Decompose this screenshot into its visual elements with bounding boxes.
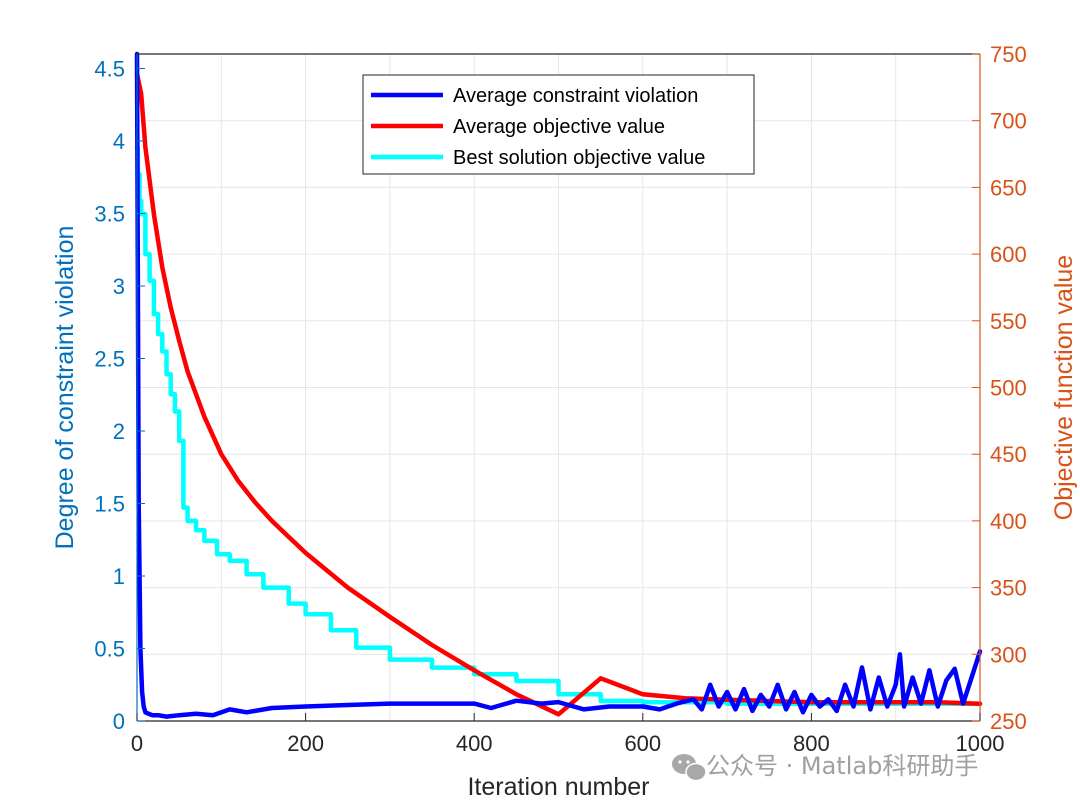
y-left-axis-title: Degree of constraint violation: [51, 226, 79, 550]
x-tick-label: 800: [793, 731, 830, 756]
y-right-tick-label: 400: [990, 509, 1027, 534]
x-tick-label: 600: [624, 731, 661, 756]
legend: Average constraint violation Average obje…: [362, 74, 755, 175]
y-right-tick-label: 350: [990, 576, 1027, 601]
x-tick-label: 400: [456, 731, 493, 756]
legend-label: Best solution objective value: [453, 147, 705, 169]
y-left-tick-label: 0: [113, 709, 125, 734]
watermark-text: 公众号 · Matlab科研助手: [706, 752, 978, 780]
y-right-tick-label: 550: [990, 309, 1027, 334]
y-left-tick-label: 0.5: [94, 637, 125, 662]
y-left-tick-label: 3: [113, 274, 125, 299]
x-axis-title: Iteration number: [467, 773, 649, 801]
x-tick-label: 1000: [956, 731, 1005, 756]
y-right-tick-label: 500: [990, 376, 1027, 401]
y-left-tick-label: 2: [113, 419, 125, 444]
series-avg-constraint-violation: [134, 51, 983, 719]
y-right-tick-label: 250: [990, 709, 1027, 734]
series-best-objective: [134, 145, 983, 706]
watermark: 公众号 · Matlab科研助手: [672, 752, 978, 782]
x-tick-label: 200: [287, 731, 324, 756]
y-right-axis-title: Objective function value: [1050, 255, 1078, 520]
axes-layer: 0 200 400 600 800 1000 0 0.5 1 1.5 2 2.5 3 3.5 4 4.5 250…: [51, 42, 1078, 801]
legend-label: Average objective value: [453, 116, 665, 138]
series-layer: [134, 51, 983, 719]
y-right-tick-label: 700: [990, 109, 1027, 134]
y-right-tick-label: 600: [990, 242, 1027, 267]
y-right-tick-label: 450: [990, 442, 1027, 467]
y-left-tick-label: 3.5: [94, 202, 125, 227]
legend-label: Average constraint violation: [453, 85, 698, 107]
y-left-tick-label: 1.5: [94, 492, 125, 517]
y-right-tick-label: 300: [990, 642, 1027, 667]
wechat-icon: [672, 754, 707, 782]
y-right-tick-label: 650: [990, 175, 1027, 200]
y-left-tick-label: 4.5: [94, 57, 125, 82]
y-right-tick-label: 750: [990, 42, 1027, 67]
y-left-tick-label: 1: [113, 564, 125, 589]
y-left-tick-label: 4: [113, 129, 125, 154]
y-left-tick-label: 2.5: [94, 347, 125, 372]
x-tick-label: 0: [131, 731, 143, 756]
